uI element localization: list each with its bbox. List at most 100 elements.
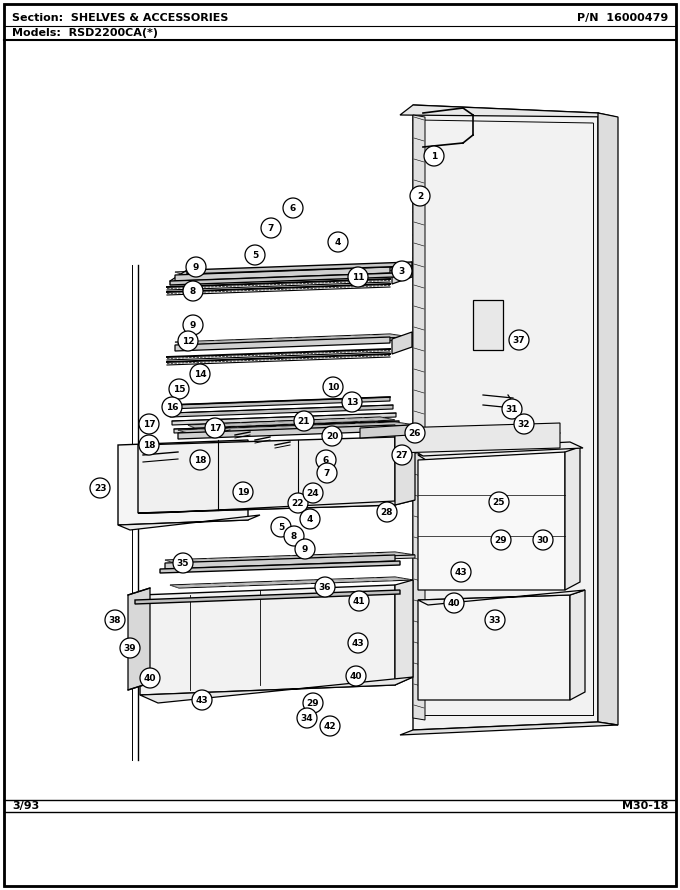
Text: 4: 4 — [335, 238, 341, 247]
Text: 25: 25 — [493, 498, 505, 506]
Text: 7: 7 — [268, 223, 274, 232]
Polygon shape — [418, 590, 585, 605]
Polygon shape — [360, 425, 410, 438]
Circle shape — [348, 267, 368, 287]
Circle shape — [303, 693, 323, 713]
Text: 29: 29 — [307, 699, 320, 708]
Text: 39: 39 — [124, 643, 136, 652]
Text: 32: 32 — [517, 419, 530, 428]
Circle shape — [323, 377, 343, 397]
Circle shape — [173, 553, 193, 573]
Text: 30: 30 — [537, 536, 549, 545]
Text: 12: 12 — [182, 336, 194, 345]
Circle shape — [485, 610, 505, 630]
Circle shape — [322, 426, 342, 446]
Text: 8: 8 — [291, 531, 297, 540]
Circle shape — [105, 610, 125, 630]
Circle shape — [233, 482, 253, 502]
Circle shape — [120, 638, 140, 658]
Circle shape — [320, 716, 340, 736]
Polygon shape — [128, 588, 150, 690]
Polygon shape — [160, 561, 400, 573]
Text: 40: 40 — [447, 598, 460, 608]
Circle shape — [162, 397, 182, 417]
Circle shape — [392, 261, 412, 281]
Circle shape — [316, 450, 336, 470]
Circle shape — [424, 146, 444, 166]
Circle shape — [491, 530, 511, 550]
Circle shape — [140, 668, 160, 688]
Polygon shape — [138, 500, 415, 513]
Polygon shape — [172, 413, 396, 425]
Polygon shape — [395, 580, 413, 685]
Polygon shape — [413, 115, 425, 720]
Text: 38: 38 — [109, 616, 121, 625]
Text: 13: 13 — [345, 398, 358, 407]
Circle shape — [169, 379, 189, 399]
Circle shape — [205, 418, 225, 438]
Text: 3: 3 — [399, 266, 405, 276]
Circle shape — [190, 364, 210, 384]
Text: 18: 18 — [143, 441, 155, 449]
Text: 37: 37 — [513, 336, 526, 344]
Polygon shape — [170, 405, 393, 417]
Text: 41: 41 — [353, 596, 365, 605]
Polygon shape — [174, 421, 399, 433]
Text: 42: 42 — [324, 722, 337, 731]
Polygon shape — [565, 447, 580, 590]
Polygon shape — [418, 447, 580, 460]
Polygon shape — [175, 334, 410, 345]
Text: 40: 40 — [350, 671, 362, 681]
Text: 36: 36 — [319, 582, 331, 592]
Polygon shape — [170, 273, 395, 285]
Polygon shape — [168, 397, 390, 409]
Polygon shape — [413, 105, 598, 730]
Text: 18: 18 — [194, 456, 206, 465]
Text: M30-18: M30-18 — [622, 801, 668, 811]
Polygon shape — [598, 113, 618, 725]
Circle shape — [342, 392, 362, 412]
Polygon shape — [138, 437, 395, 513]
Polygon shape — [140, 677, 413, 703]
Text: Section:  SHELVES & ACCESSORIES: Section: SHELVES & ACCESSORIES — [12, 13, 228, 23]
Circle shape — [377, 502, 397, 522]
Text: 3/93: 3/93 — [12, 801, 39, 811]
Text: 43: 43 — [455, 568, 467, 577]
Text: 9: 9 — [302, 545, 308, 554]
Circle shape — [502, 399, 522, 419]
Text: 17: 17 — [143, 419, 155, 428]
Polygon shape — [418, 595, 570, 700]
FancyBboxPatch shape — [473, 300, 503, 350]
Polygon shape — [175, 264, 410, 275]
Text: 23: 23 — [94, 483, 106, 492]
Circle shape — [489, 492, 509, 512]
Polygon shape — [178, 422, 415, 433]
Circle shape — [139, 414, 159, 434]
Polygon shape — [185, 267, 410, 278]
Circle shape — [297, 708, 317, 728]
Polygon shape — [187, 262, 412, 274]
Text: 34: 34 — [301, 714, 313, 723]
Polygon shape — [188, 417, 395, 428]
Text: 6: 6 — [290, 204, 296, 213]
Circle shape — [183, 315, 203, 335]
Circle shape — [90, 478, 110, 498]
Circle shape — [183, 281, 203, 301]
Circle shape — [317, 463, 337, 483]
Circle shape — [261, 218, 281, 238]
Text: 26: 26 — [409, 428, 421, 438]
Text: 11: 11 — [352, 272, 364, 281]
Circle shape — [192, 690, 212, 710]
Polygon shape — [165, 555, 395, 569]
Text: 9: 9 — [193, 263, 199, 271]
Circle shape — [315, 577, 335, 597]
Circle shape — [533, 530, 553, 550]
Circle shape — [271, 517, 291, 537]
Polygon shape — [175, 555, 415, 566]
Text: 9: 9 — [190, 320, 197, 329]
Circle shape — [283, 198, 303, 218]
Text: 28: 28 — [381, 507, 393, 516]
Circle shape — [300, 509, 320, 529]
Text: 31: 31 — [506, 404, 518, 414]
Text: 15: 15 — [173, 384, 185, 393]
